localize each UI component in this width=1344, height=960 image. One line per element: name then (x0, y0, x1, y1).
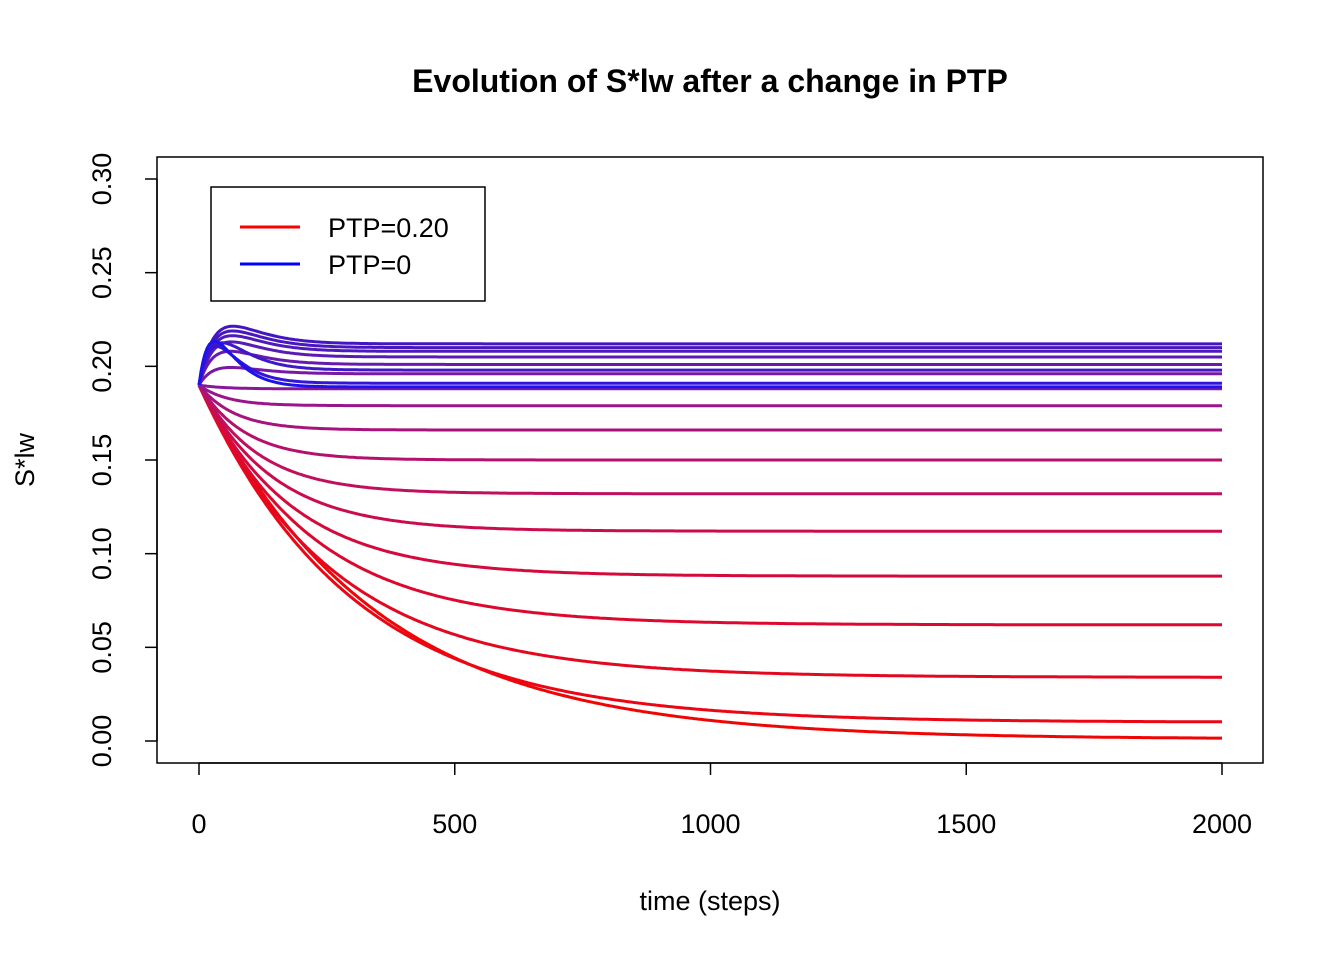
y-tick-label: 0.00 (87, 715, 117, 768)
series-line-ptp-0-15 (197, 384, 1222, 533)
series-line-ptp-0-14 (197, 384, 1222, 496)
x-tick-label: 1000 (680, 809, 740, 839)
series-line-ptp-0-10 (198, 383, 1222, 391)
series-line-ptp-0-18 (197, 384, 1222, 679)
legend-label-ptp-0-20: PTP=0.20 (328, 213, 449, 243)
series-line-ptp-0 (197, 339, 1222, 389)
series-line-ptp-0-13 (197, 384, 1222, 462)
legend: PTP=0.20 PTP=0 (210, 186, 486, 302)
x-tick-label: 500 (432, 809, 477, 839)
x-axis: 0 500 1000 1500 2000 (191, 762, 1252, 839)
y-tick-label: 0.15 (87, 434, 117, 487)
series-line-ptp-0-03 (197, 341, 1222, 386)
x-tick-label: 1500 (936, 809, 996, 839)
y-axis: 0.00 0.05 0.10 0.15 0.20 0.25 0.30 (87, 153, 158, 768)
legend-box (210, 186, 486, 302)
legend-label-ptp-0: PTP=0 (328, 250, 411, 280)
series-line-ptp-0-11 (198, 383, 1222, 408)
series-line-ptp-0-04 (197, 324, 1222, 386)
series-line-ptp-0-16 (197, 384, 1222, 578)
series-line-ptp-0-07 (197, 340, 1222, 386)
series-line-ptp-0-19 (197, 384, 1222, 724)
chart-title: Evolution of S*lw after a change in PTP (412, 63, 1008, 99)
series-line-ptp-0-02 (197, 344, 1222, 386)
series-line-ptp-0-08 (197, 349, 1222, 386)
y-tick-label: 0.20 (87, 340, 117, 393)
series-line-ptp-0-05 (197, 329, 1222, 386)
series-line-ptp-0-09 (197, 365, 1222, 386)
x-axis-label: time (steps) (639, 886, 780, 916)
series-group (197, 324, 1222, 740)
y-tick-label: 0.10 (87, 527, 117, 580)
x-tick-label: 2000 (1192, 809, 1252, 839)
y-tick-label: 0.05 (87, 621, 117, 674)
y-tick-label: 0.30 (87, 153, 117, 206)
series-line-ptp-0-17 (197, 384, 1222, 627)
y-axis-label: S*lw (10, 432, 40, 487)
x-tick-label: 0 (191, 809, 206, 839)
series-line-ptp-0-06 (197, 334, 1222, 386)
y-tick-label: 0.25 (87, 246, 117, 299)
series-line-ptp-0-12 (197, 384, 1222, 432)
series-line-ptp-0-20 (197, 384, 1222, 740)
